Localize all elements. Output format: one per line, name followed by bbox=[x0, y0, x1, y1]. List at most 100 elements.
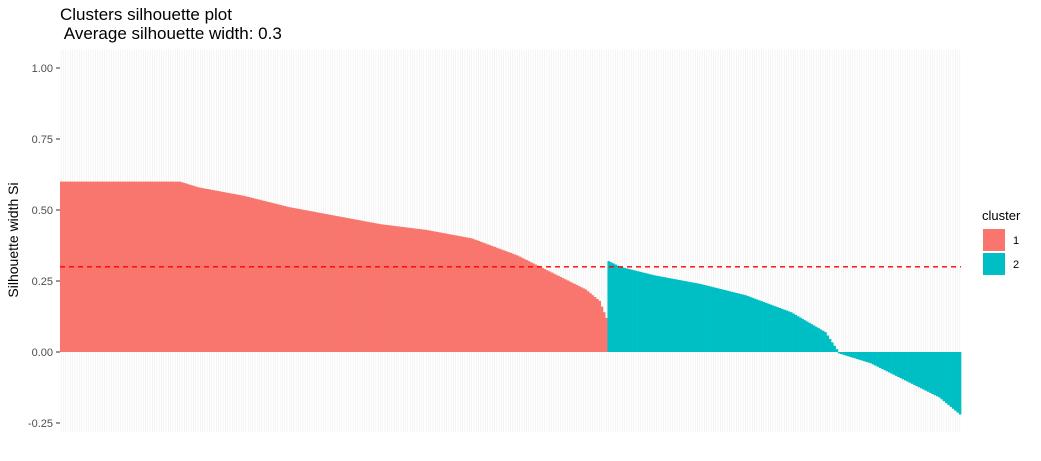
silhouette-bar-cluster-2 bbox=[760, 301, 763, 352]
silhouette-bar-cluster-2 bbox=[819, 329, 823, 352]
silhouette-bar-cluster-2 bbox=[954, 352, 957, 411]
silhouette-bar-cluster-1 bbox=[112, 181, 116, 352]
silhouette-bar-cluster-1 bbox=[292, 208, 296, 352]
silhouette-bar-cluster-2 bbox=[687, 281, 690, 352]
silhouette-bar-cluster-2 bbox=[799, 317, 802, 352]
silhouette-bar-cluster-2 bbox=[675, 279, 679, 352]
silhouette-bar-cluster-1 bbox=[276, 204, 280, 352]
silhouette-bar-cluster-2 bbox=[744, 295, 747, 352]
silhouette-bar-cluster-1 bbox=[340, 216, 344, 352]
silhouette-bar-cluster-1 bbox=[523, 258, 526, 352]
silhouette-bar-cluster-2 bbox=[924, 352, 928, 391]
silhouette-bar-cluster-1 bbox=[411, 228, 414, 352]
silhouette-bar-cluster-2 bbox=[609, 262, 613, 352]
silhouette-bar-cluster-2 bbox=[767, 303, 770, 352]
silhouette-bar-cluster-1 bbox=[577, 286, 581, 352]
silhouette-bar-cluster-1 bbox=[267, 202, 271, 352]
silhouette-bar-cluster-1 bbox=[450, 234, 453, 352]
y-tick-label: 0.25 bbox=[32, 276, 53, 288]
silhouette-bar-cluster-2 bbox=[892, 352, 896, 375]
silhouette-bar-cluster-1 bbox=[497, 248, 501, 352]
silhouette-bar-cluster-1 bbox=[91, 181, 95, 352]
silhouette-bar-cluster-1 bbox=[413, 228, 417, 352]
silhouette-bar-cluster-2 bbox=[908, 352, 912, 383]
silhouette-bar-cluster-1 bbox=[183, 183, 186, 352]
silhouette-bar-cluster-2 bbox=[821, 330, 825, 352]
silhouette-bar-cluster-1 bbox=[338, 216, 341, 352]
silhouette-bar-cluster-1 bbox=[438, 232, 442, 352]
silhouette-bar-cluster-1 bbox=[66, 181, 70, 352]
silhouette-bar-cluster-1 bbox=[372, 222, 376, 352]
silhouette-bar-cluster-2 bbox=[771, 305, 775, 352]
silhouette-bar-cluster-2 bbox=[783, 309, 786, 352]
silhouette-bar-cluster-2 bbox=[792, 313, 795, 352]
silhouette-bar-cluster-2 bbox=[684, 281, 688, 352]
silhouette-bar-cluster-1 bbox=[548, 271, 551, 352]
silhouette-bar-cluster-1 bbox=[545, 270, 549, 352]
silhouette-bar-cluster-2 bbox=[678, 280, 681, 352]
silhouette-bar-cluster-1 bbox=[415, 228, 419, 352]
silhouette-bar-cluster-1 bbox=[336, 216, 339, 352]
y-tick-label: 0.50 bbox=[32, 205, 53, 217]
silhouette-bar-cluster-2 bbox=[956, 352, 960, 413]
silhouette-bar-cluster-1 bbox=[128, 181, 132, 352]
silhouette-bar-cluster-1 bbox=[388, 225, 392, 352]
silhouette-bar-cluster-1 bbox=[436, 232, 439, 352]
silhouette-bar-cluster-1 bbox=[440, 232, 444, 352]
silhouette-bar-cluster-1 bbox=[224, 192, 227, 352]
silhouette-bar-cluster-2 bbox=[865, 352, 868, 362]
silhouette-bar-cluster-2 bbox=[732, 292, 736, 352]
silhouette-bar-cluster-1 bbox=[354, 219, 357, 352]
silhouette-bar-cluster-1 bbox=[349, 218, 353, 352]
silhouette-bar-cluster-1 bbox=[64, 181, 68, 352]
silhouette-bar-cluster-2 bbox=[780, 308, 784, 352]
silhouette-bar-cluster-1 bbox=[481, 242, 485, 352]
silhouette-bar-cluster-2 bbox=[618, 266, 622, 352]
silhouette-bar-cluster-2 bbox=[773, 306, 777, 352]
silhouette-bar-cluster-1 bbox=[190, 185, 193, 352]
silhouette-bar-cluster-2 bbox=[815, 326, 818, 352]
silhouette-bar-cluster-2 bbox=[872, 352, 875, 365]
silhouette-bar-cluster-1 bbox=[333, 215, 337, 352]
silhouette-bar-cluster-2 bbox=[917, 352, 921, 388]
silhouette-bar-cluster-1 bbox=[573, 283, 576, 352]
silhouette-bar-cluster-2 bbox=[691, 282, 695, 352]
silhouette-bar-cluster-1 bbox=[564, 279, 567, 352]
silhouette-bar-cluster-2 bbox=[910, 352, 914, 384]
silhouette-bar-cluster-2 bbox=[867, 352, 871, 363]
silhouette-bar-cluster-2 bbox=[648, 274, 652, 352]
silhouette-bar-cluster-2 bbox=[703, 284, 706, 352]
silhouette-bar-cluster-1 bbox=[452, 234, 455, 352]
silhouette-bar-cluster-2 bbox=[639, 271, 643, 352]
silhouette-bar-cluster-1 bbox=[249, 197, 252, 352]
silhouette-bar-cluster-2 bbox=[680, 280, 684, 352]
silhouette-bar-cluster-2 bbox=[888, 352, 891, 373]
silhouette-bar-cluster-1 bbox=[418, 229, 421, 352]
silhouette-bar-cluster-1 bbox=[402, 227, 405, 352]
silhouette-bar-cluster-1 bbox=[310, 211, 314, 352]
silhouette-bar-cluster-1 bbox=[589, 293, 592, 352]
silhouette-bar-cluster-1 bbox=[367, 222, 371, 352]
silhouette-bar-cluster-1 bbox=[203, 188, 207, 352]
silhouette-bar-cluster-2 bbox=[757, 300, 761, 352]
silhouette-bar-cluster-1 bbox=[472, 239, 476, 352]
chart-subtitle: Average silhouette width: 0.3 bbox=[60, 24, 282, 43]
silhouette-bar-cluster-2 bbox=[705, 285, 709, 352]
chart-title: Clusters silhouette plot bbox=[60, 5, 232, 24]
silhouette-bar-cluster-1 bbox=[582, 288, 585, 352]
silhouette-bar-cluster-2 bbox=[707, 286, 711, 352]
silhouette-bar-cluster-2 bbox=[700, 284, 704, 352]
silhouette-bar-cluster-1 bbox=[552, 273, 556, 352]
silhouette-bar-cluster-2 bbox=[828, 338, 832, 352]
silhouette-bar-cluster-2 bbox=[632, 270, 636, 352]
silhouette-bar-cluster-1 bbox=[431, 231, 435, 352]
silhouette-bar-cluster-2 bbox=[840, 352, 843, 355]
silhouette-bar-cluster-2 bbox=[794, 314, 798, 352]
silhouette-bar-cluster-1 bbox=[283, 206, 287, 352]
silhouette-bar-cluster-2 bbox=[874, 352, 877, 366]
silhouette-bar-cluster-1 bbox=[101, 181, 104, 352]
silhouette-bar-cluster-1 bbox=[242, 195, 246, 352]
silhouette-bar-cluster-2 bbox=[901, 352, 905, 380]
silhouette-bar-cluster-2 bbox=[856, 352, 859, 360]
silhouette-bar-cluster-1 bbox=[215, 190, 218, 352]
